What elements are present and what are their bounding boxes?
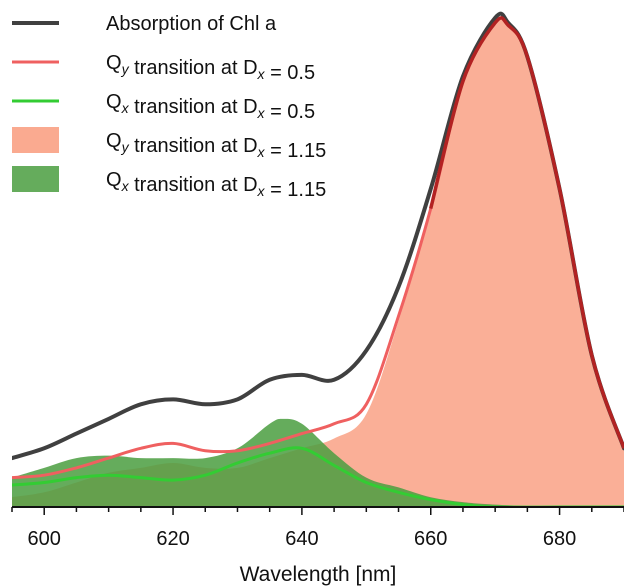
legend-label: Qx transition at Dx = 0.5 bbox=[106, 91, 315, 123]
legend-label-subscript: y bbox=[121, 61, 130, 77]
legend-label-subscript: x bbox=[257, 183, 266, 199]
legend-label: Qx transition at Dx = 1.15 bbox=[106, 169, 326, 201]
legend-label: Qy transition at Dx = 0.5 bbox=[106, 52, 315, 84]
x-tick-label: 660 bbox=[414, 528, 447, 550]
legend-label: Absorption of Chl a bbox=[106, 13, 277, 35]
x-axis-label: Wavelength [nm] bbox=[240, 563, 397, 586]
legend: Absorption of Chl aQy transition at Dx =… bbox=[12, 13, 326, 201]
legend-label-subscript: x bbox=[121, 100, 130, 116]
legend-label-part: transition at D bbox=[129, 96, 258, 118]
series-4-outline bbox=[429, 16, 624, 449]
series-5-area bbox=[12, 418, 624, 507]
series-4-area bbox=[12, 17, 624, 507]
x-tick-label: 680 bbox=[543, 528, 576, 550]
legend-label-subscript: x bbox=[257, 105, 266, 121]
legend-label-part: transition at D bbox=[129, 135, 258, 157]
series-3-line bbox=[12, 446, 624, 507]
legend-label-part: Absorption of Chl a bbox=[106, 13, 277, 35]
plot-area bbox=[12, 11, 624, 507]
legend-label-part: Q bbox=[106, 91, 122, 113]
x-tick-label: 600 bbox=[28, 528, 61, 550]
legend-patch-swatch bbox=[12, 166, 59, 192]
legend-label-part: = 0.5 bbox=[265, 62, 316, 84]
legend-label-part: transition at D bbox=[129, 174, 258, 196]
legend-label-part: Q bbox=[106, 130, 122, 152]
legend-label-subscript: x bbox=[121, 178, 130, 194]
legend-label-part: transition at D bbox=[129, 57, 258, 79]
legend-label-part: = 0.5 bbox=[265, 101, 316, 123]
legend-label-subscript: x bbox=[257, 144, 266, 160]
legend-label-part: = 1.15 bbox=[265, 179, 327, 201]
legend-patch-swatch bbox=[12, 127, 59, 153]
legend-label-subscript: y bbox=[121, 139, 130, 155]
legend-label-part: = 1.15 bbox=[265, 140, 327, 162]
legend-label-part: Q bbox=[106, 52, 122, 74]
legend-label-subscript: x bbox=[257, 66, 266, 82]
x-axis: 600 620 640 660 680 bbox=[11, 506, 624, 550]
legend-label-part: Q bbox=[106, 169, 122, 191]
legend-label: Qy transition at Dx = 1.15 bbox=[106, 130, 326, 162]
x-tick-label: 640 bbox=[285, 528, 318, 550]
x-tick-label: 620 bbox=[156, 528, 189, 550]
